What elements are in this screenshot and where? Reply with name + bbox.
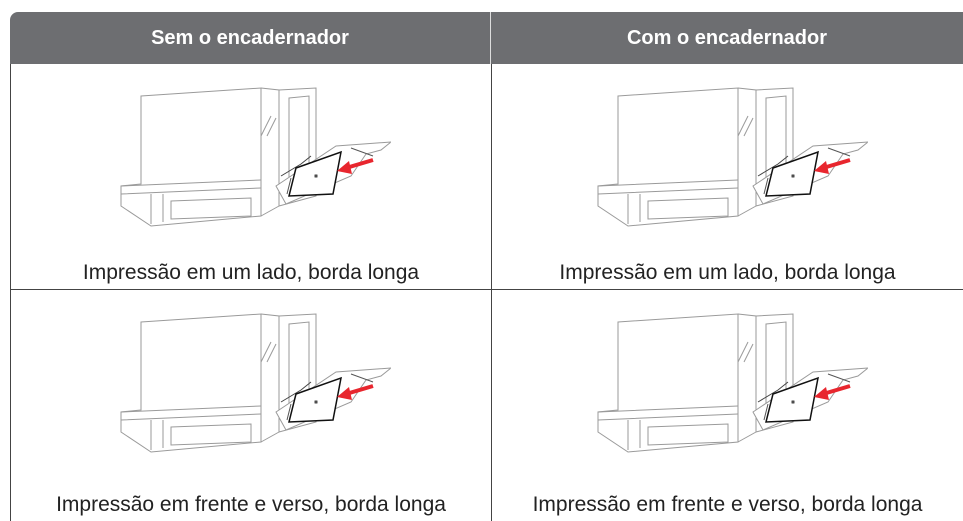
- printer-illustration: [596, 313, 868, 453]
- cell-caption: Impressão em frente e verso, borda longa: [56, 493, 446, 516]
- table-cell: Impressão em frente e verso, borda longa: [491, 290, 963, 521]
- column-header: Com o encadernador: [491, 12, 963, 64]
- cell-caption: Impressão em frente e verso, borda longa: [532, 493, 923, 516]
- printer-illustration: [596, 87, 868, 227]
- table: Sem o encadernador Com o encadernador Im…: [10, 12, 963, 521]
- table-cell: Impressão em um lado, borda longa: [10, 64, 491, 290]
- column-header: Sem o encadernador: [10, 12, 491, 64]
- printer-illustration: [120, 313, 391, 453]
- cell-caption: Impressão em um lado, borda longa: [82, 261, 420, 284]
- table-cell: Impressão em frente e verso, borda longa: [10, 290, 491, 521]
- table-cell: Impressão em um lado, borda longa: [491, 64, 963, 290]
- printer-illustration: [120, 87, 391, 227]
- cell-caption: Impressão em um lado, borda longa: [559, 261, 896, 284]
